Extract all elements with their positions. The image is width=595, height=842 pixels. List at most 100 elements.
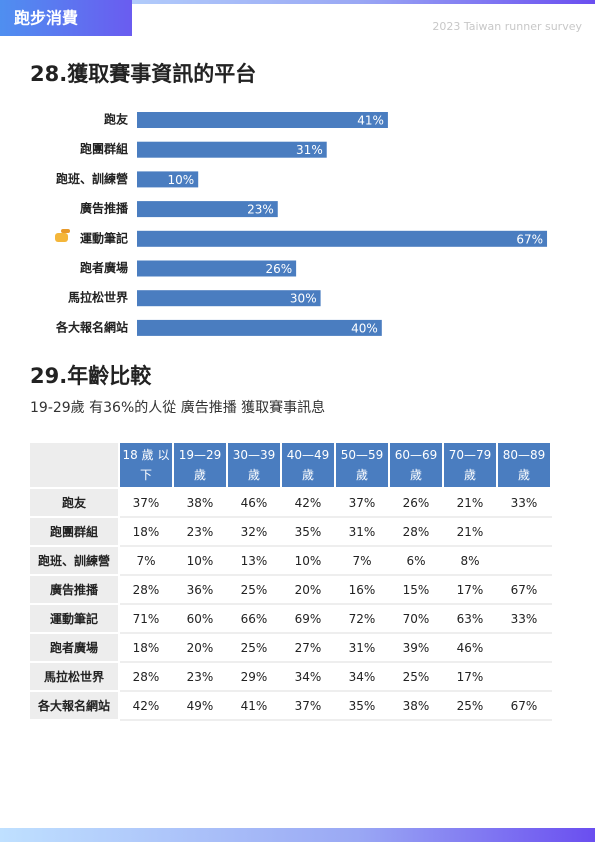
table-cell: 20% — [172, 632, 228, 663]
table-cell: 7% — [118, 545, 174, 576]
table-row: 跑者廣場 18% 20% 25% 27% 31% 39% 46% — [28, 632, 552, 663]
value-label: 30% — [290, 292, 317, 306]
column-header: 19—29歲 — [172, 441, 228, 489]
table-cell: 28% — [388, 516, 444, 547]
comparison-table: 18 歲 以下 19—29歲 30—39歲 40—49歲 50—59歲 60—69歲 70—… — [28, 441, 552, 721]
table-row: 各大報名網站 42% 49% 41% 37% 35% 38% 25% 67% — [28, 690, 552, 721]
table-cell: 46% — [226, 487, 282, 518]
table-cell: 33% — [496, 603, 552, 634]
category-label: 跑友 — [104, 112, 128, 127]
table-cell: 23% — [172, 516, 228, 547]
top-stripe — [0, 0, 595, 4]
table-cell: 20% — [280, 574, 336, 605]
row-header: 跑團群組 — [28, 516, 120, 547]
table-cell: 37% — [118, 487, 174, 518]
hand-icon — [55, 229, 70, 242]
value-label: 23% — [247, 203, 274, 217]
table-cell: 10% — [172, 545, 228, 576]
category-label: 運動筆記 — [80, 230, 128, 245]
table-cell: 21% — [442, 516, 498, 547]
table-row: 運動筆記 71% 60% 66% 69% 72% 70% 63% 33% — [28, 603, 552, 634]
column-header: 70—79歲 — [442, 441, 498, 489]
chart-title: 28.獲取賽事資訊的平台 — [30, 62, 256, 86]
value-label: 41% — [357, 114, 384, 128]
row-header: 廣告推播 — [28, 574, 120, 605]
table-cell — [496, 516, 552, 547]
table-cell: 10% — [280, 545, 336, 576]
table-cell: 69% — [280, 603, 336, 634]
table-cell: 32% — [226, 516, 282, 547]
bar — [137, 290, 321, 307]
table-cell: 33% — [496, 487, 552, 518]
column-header: 40—49歲 — [280, 441, 336, 489]
bottom-stripe — [0, 828, 595, 842]
section-heading: 29.年齡比較 — [30, 364, 152, 388]
table-cell: 17% — [442, 574, 498, 605]
table-cell: 37% — [280, 690, 336, 721]
column-header: 50—59歲 — [334, 441, 390, 489]
row-header: 馬拉松世界 — [28, 661, 120, 692]
category-label: 跑者廣場 — [80, 260, 128, 275]
section-tab — [0, 0, 132, 36]
corner-cell — [28, 441, 120, 489]
table-cell: 28% — [118, 661, 174, 692]
category-label: 跑團群組 — [80, 141, 128, 156]
table-cell: 27% — [280, 632, 336, 663]
table-row: 廣告推播 28% 36% 25% 20% 16% 15% 17% 67% — [28, 574, 552, 605]
table-cell — [496, 632, 552, 663]
table-cell: 25% — [226, 574, 282, 605]
table-cell: 31% — [334, 632, 390, 663]
section-title: 跑步消費 — [14, 9, 78, 28]
table-cell: 15% — [388, 574, 444, 605]
value-label: 67% — [516, 232, 543, 246]
category-label: 各大報名網站 — [55, 319, 128, 334]
table-cell: 6% — [388, 545, 444, 576]
survey-label: 2023 Taiwan runner survey — [432, 20, 582, 33]
column-header: 18 歲 以下 — [118, 441, 174, 489]
bar — [137, 171, 199, 188]
table-cell: 34% — [334, 661, 390, 692]
table-cell: 42% — [118, 690, 174, 721]
table-cell: 26% — [388, 487, 444, 518]
table-cell: 49% — [172, 690, 228, 721]
table-cell: 18% — [118, 632, 174, 663]
row-header: 跑者廣場 — [28, 632, 120, 663]
table-cell: 46% — [442, 632, 498, 663]
table-cell: 35% — [334, 690, 390, 721]
value-label: 10% — [168, 173, 195, 187]
table-cell: 67% — [496, 690, 552, 721]
table-cell: 72% — [334, 603, 390, 634]
table-row: 跑友 37% 38% 46% 42% 37% 26% 21% 33% — [28, 487, 552, 518]
table-cell: 37% — [334, 487, 390, 518]
category-label: 跑班、訓練營 — [56, 171, 128, 186]
table-cell: 67% — [496, 574, 552, 605]
bar — [137, 230, 548, 247]
table-cell: 71% — [118, 603, 174, 634]
table-cell: 60% — [172, 603, 228, 634]
table-cell: 18% — [118, 516, 174, 547]
table-cell: 63% — [442, 603, 498, 634]
bar — [137, 112, 388, 128]
value-label: 26% — [265, 262, 292, 276]
table-cell: 13% — [226, 545, 282, 576]
table-row: 跑團群組 18% 23% 32% 35% 31% 28% 21% — [28, 516, 552, 547]
value-label: 31% — [296, 143, 323, 157]
value-label: 40% — [351, 321, 378, 335]
table-cell: 28% — [118, 574, 174, 605]
table-cell: 66% — [226, 603, 282, 634]
row-header: 跑班、訓練營 — [28, 545, 120, 576]
table-cell: 17% — [442, 661, 498, 692]
bar — [137, 201, 278, 218]
table-cell: 29% — [226, 661, 282, 692]
table-cell: 25% — [226, 632, 282, 663]
table-cell: 39% — [388, 632, 444, 663]
table-cell: 35% — [280, 516, 336, 547]
table-cell: 41% — [226, 690, 282, 721]
table-cell — [496, 661, 552, 692]
column-header: 30—39歲 — [226, 441, 282, 489]
table-cell: 25% — [442, 690, 498, 721]
category-label: 廣告推播 — [80, 201, 129, 216]
subtitle: 19-29歲 有36%的人從 廣告推播 獲取賽事訊息 — [30, 399, 325, 416]
category-label: 馬拉松世界 — [68, 290, 128, 305]
